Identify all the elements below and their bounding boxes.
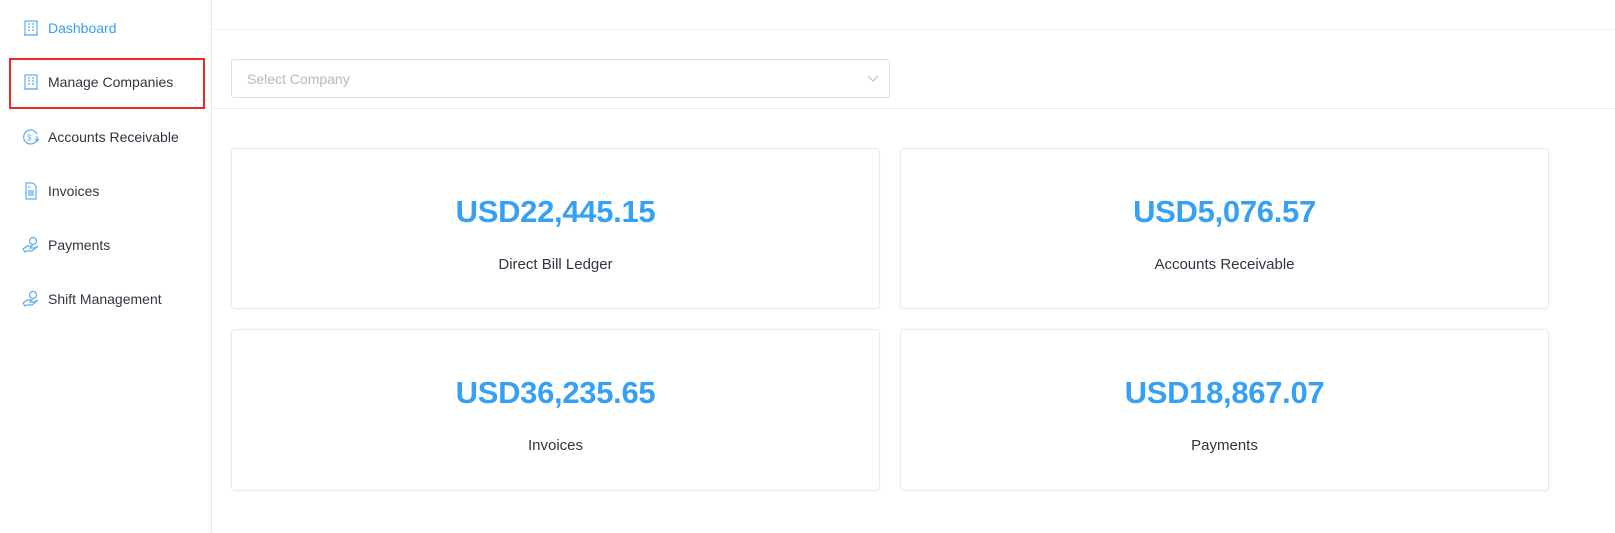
card-value: USD22,445.15 (455, 194, 656, 229)
card-label: Accounts Receivable (1154, 256, 1295, 273)
sidebar-item-label: Invoices (48, 183, 100, 199)
sidebar-item-payments[interactable]: Payments (22, 233, 110, 257)
highlight-box (9, 58, 205, 109)
card-label: Invoices (527, 437, 584, 454)
card-value: USD5,076.57 (1133, 194, 1316, 229)
hand-coin-icon (22, 236, 39, 253)
building-icon (24, 74, 38, 90)
hand-coin-icon (22, 290, 39, 307)
card-payments[interactable]: USD18,867.07 Payments (900, 329, 1549, 491)
building-icon (24, 20, 38, 36)
sidebar-item-label: Accounts Receivable (48, 129, 179, 145)
sidebar-item-dashboard[interactable]: Dashboard (22, 16, 117, 40)
svg-text:$: $ (27, 134, 32, 143)
sidebar-item-manage-companies[interactable]: Manage Companies (22, 70, 173, 94)
company-select-placeholder: Select Company (247, 70, 350, 87)
sidebar-item-label: Shift Management (48, 291, 162, 307)
company-select[interactable]: Select Company (231, 59, 890, 98)
card-value: USD36,235.65 (455, 375, 656, 410)
sidebar-item-label: Payments (48, 237, 111, 253)
dollar-circle-icon: $ (23, 129, 40, 145)
card-label: Payments (1191, 437, 1258, 454)
sidebar-item-shift-management[interactable]: Shift Management (22, 287, 162, 311)
header-divider (212, 29, 1615, 30)
sidebar: Dashboard Manage Companies $ Accounts Re… (0, 0, 212, 533)
chevron-down-icon (867, 75, 879, 82)
card-accounts-receivable[interactable]: USD5,076.57 Accounts Receivable (900, 148, 1549, 309)
card-label: Direct Bill Ledger (498, 256, 613, 273)
card-direct-bill-ledger[interactable]: USD22,445.15 Direct Bill Ledger (231, 148, 880, 309)
card-invoices[interactable]: USD36,235.65 Invoices (231, 329, 880, 491)
sidebar-item-label: Dashboard (48, 20, 117, 36)
sidebar-item-label: Manage Companies (48, 74, 174, 90)
section-divider (212, 108, 1615, 109)
invoice-document-icon (25, 182, 37, 200)
sidebar-item-invoices[interactable]: Invoices (22, 179, 99, 203)
card-value: USD18,867.07 (1124, 375, 1325, 410)
sidebar-item-accounts-receivable[interactable]: $ Accounts Receivable (22, 125, 179, 149)
